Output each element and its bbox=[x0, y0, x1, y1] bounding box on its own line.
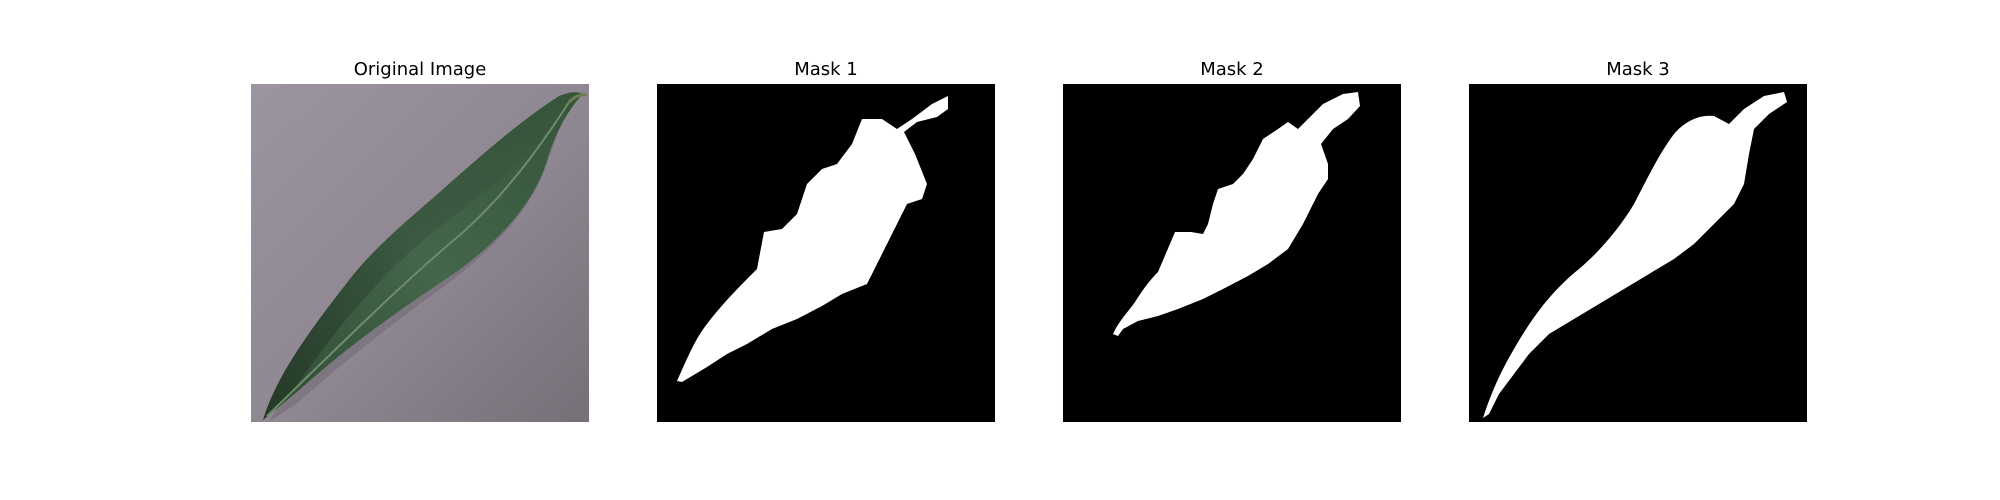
mask-region bbox=[677, 96, 948, 382]
mask-2-image bbox=[1063, 84, 1401, 422]
original-image-panel: Original Image bbox=[251, 58, 589, 422]
panel-title: Original Image bbox=[353, 59, 487, 80]
leaf-midrib bbox=[266, 101, 570, 417]
mask-1-image bbox=[657, 84, 995, 422]
panel-title: Mask 1 bbox=[794, 59, 858, 80]
mask-1-panel: Mask 1 bbox=[657, 58, 995, 422]
leaf-shade bbox=[263, 96, 559, 420]
mask-2-panel: Mask 2 bbox=[1063, 58, 1401, 422]
mask-3-image bbox=[1469, 84, 1807, 422]
mask-3-panel: Mask 3 bbox=[1469, 58, 1807, 422]
mask-region bbox=[1113, 92, 1360, 336]
mask-region bbox=[1483, 92, 1787, 418]
panel-title: Mask 2 bbox=[1200, 59, 1264, 80]
original-leaf-photo bbox=[251, 84, 589, 422]
leaf-stem bbox=[567, 93, 588, 104]
panel-title: Mask 3 bbox=[1606, 59, 1670, 80]
